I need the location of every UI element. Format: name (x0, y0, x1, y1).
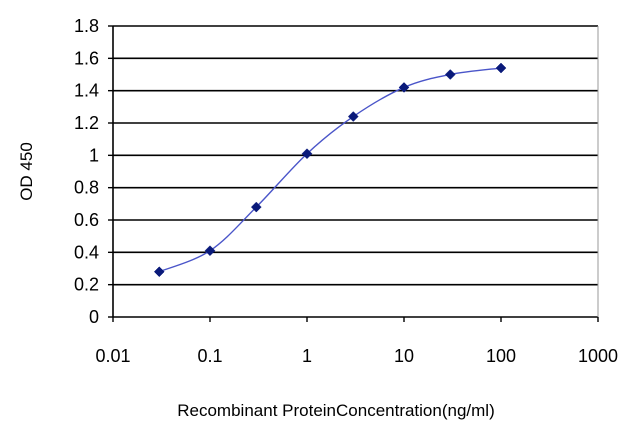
y-axis-title: OD 450 (17, 142, 36, 201)
y-tick-label: 0.2 (74, 275, 99, 295)
data-point (495, 62, 507, 74)
y-tick-label: 0 (89, 307, 99, 327)
data-point (347, 111, 359, 122)
x-tick-label: 1 (302, 346, 312, 366)
data-point (398, 82, 410, 93)
data-point (204, 245, 216, 257)
y-tick-label: 0.6 (74, 210, 99, 230)
x-axis-title: Recombinant ProteinConcentration(ng/ml) (177, 401, 495, 420)
label-layer: 0 0.2 0.4 0.6 0.8 1 1.2 1.4 1.6 1.8 0.01 0.1 1 10 100 1… (17, 16, 618, 420)
x-tick-label: 0.1 (197, 346, 222, 366)
y-tick-label: 1.6 (74, 48, 99, 68)
x-tick-label: 10 (394, 346, 414, 366)
y-tick-label: 0.4 (74, 242, 99, 262)
x-tick-label: 100 (486, 346, 516, 366)
data-point (250, 201, 262, 213)
plot-area (113, 26, 598, 317)
series-layer (153, 62, 507, 278)
data-point (153, 266, 165, 278)
series-line-0 (159, 67, 502, 273)
y-tick-label: 0.8 (74, 178, 99, 198)
data-point (444, 69, 456, 80)
x-tick-label: 1000 (578, 346, 618, 366)
x-tick-label: 0.01 (95, 346, 130, 366)
y-tick-label: 1.4 (74, 81, 99, 101)
grid-layer (113, 25, 598, 317)
y-tick-label: 1.8 (74, 16, 99, 36)
data-point (301, 148, 313, 160)
y-tick-label: 1.2 (74, 113, 99, 133)
y-tick-label: 1 (89, 145, 99, 165)
axes-layer (108, 25, 599, 322)
